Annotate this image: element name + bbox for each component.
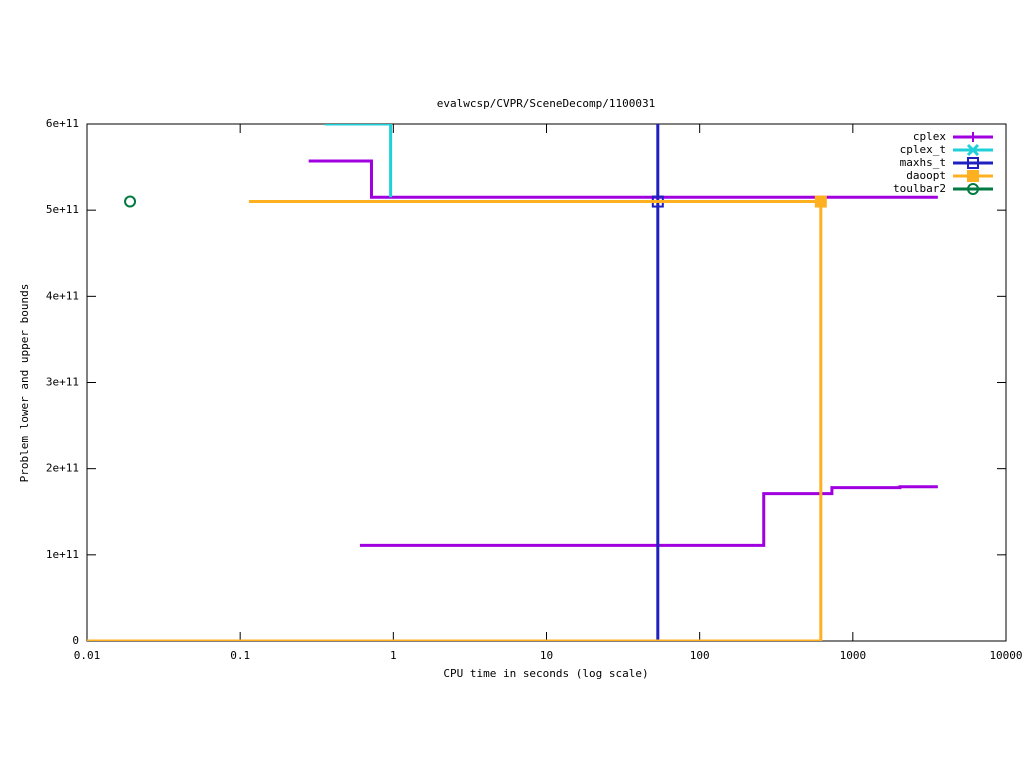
x-tick-label: 1	[390, 649, 397, 662]
y-tick-label: 4e+11	[46, 289, 79, 302]
x-tick-label: 1000	[840, 649, 867, 662]
y-tick-label: 1e+11	[46, 548, 79, 561]
legend-label: maxhs_t	[900, 156, 946, 169]
legend-label: cplex_t	[900, 143, 946, 156]
y-tick-label: 6e+11	[46, 117, 79, 130]
legend-label: toulbar2	[893, 182, 946, 195]
x-tick-label: 10	[540, 649, 553, 662]
chart-title: evalwcsp/CVPR/SceneDecomp/1100031	[437, 97, 656, 110]
legend-marker	[967, 183, 979, 195]
x-tick-label: 100	[690, 649, 710, 662]
series-line	[324, 124, 393, 198]
series-line	[87, 200, 823, 641]
x-tick-label: 10000	[989, 649, 1022, 662]
x-axis-label: CPU time in seconds (log scale)	[443, 667, 648, 680]
x-tick-label: 0.1	[230, 649, 250, 662]
y-axis-label: Problem lower and upper bounds	[18, 284, 31, 483]
plot-area	[87, 124, 938, 641]
legend-marker	[966, 143, 980, 157]
legend-label: daoopt	[906, 169, 946, 182]
y-tick-label: 5e+11	[46, 203, 79, 216]
marker	[124, 195, 137, 208]
series-line	[308, 159, 938, 547]
y-tick-label: 0	[72, 634, 79, 647]
marker	[814, 195, 827, 208]
y-tick-label: 3e+11	[46, 376, 79, 389]
legend-marker	[967, 170, 979, 182]
legend-marker	[967, 157, 979, 169]
y-tick-label: 2e+11	[46, 462, 79, 475]
legend-marker	[968, 132, 978, 142]
legend-label: cplex	[913, 130, 946, 143]
x-tick-label: 0.01	[74, 649, 101, 662]
